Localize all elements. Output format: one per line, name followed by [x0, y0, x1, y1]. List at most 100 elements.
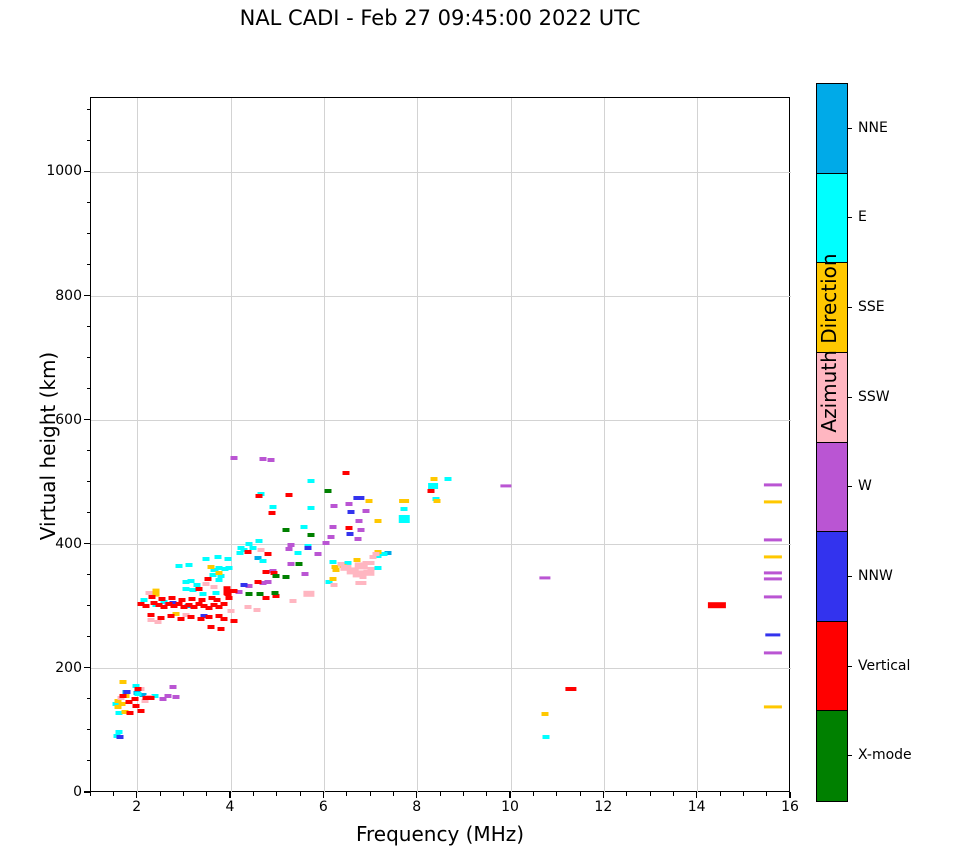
data-point — [209, 572, 217, 577]
data-point — [215, 570, 223, 575]
x-minor-tick — [626, 792, 628, 796]
data-point — [259, 580, 267, 585]
data-point — [433, 498, 441, 503]
data-point — [141, 699, 149, 704]
data-point — [215, 565, 223, 570]
data-point — [249, 545, 257, 550]
data-point — [182, 586, 190, 591]
data-point — [325, 580, 333, 585]
data-point — [188, 596, 196, 601]
data-point — [139, 692, 147, 697]
data-point — [200, 613, 208, 618]
data-point — [380, 552, 388, 557]
data-point — [213, 598, 221, 602]
y-minor-tick — [86, 450, 90, 452]
data-point — [224, 557, 232, 562]
data-point — [289, 598, 297, 603]
x-tick-label: 6 — [318, 799, 328, 815]
data-point — [210, 602, 218, 607]
data-point — [170, 603, 178, 608]
data-point — [565, 686, 577, 691]
data-point — [160, 604, 168, 609]
x-minor-tick — [579, 792, 581, 796]
x-gridline — [510, 98, 512, 793]
data-point — [200, 603, 208, 608]
data-point — [215, 614, 223, 619]
x-minor-tick — [486, 792, 488, 796]
x-minor-tick — [112, 792, 114, 796]
data-point — [332, 567, 340, 572]
data-point — [114, 704, 122, 709]
data-point — [430, 477, 438, 481]
data-point — [175, 601, 183, 606]
y-tick-label: 600 — [55, 411, 82, 428]
data-point — [541, 712, 549, 717]
data-point — [765, 633, 781, 637]
y-tick-mark — [84, 170, 90, 173]
data-point — [344, 560, 352, 565]
colorbar-segment — [817, 352, 847, 443]
x-minor-tick — [462, 792, 464, 796]
data-point — [202, 557, 210, 562]
data-point — [500, 484, 512, 488]
data-point — [190, 604, 198, 609]
colorbar-category-label: NNW — [858, 567, 893, 584]
data-point — [145, 590, 153, 595]
chart-title: NAL CADI - Feb 27 09:45:00 2022 UTC — [239, 6, 641, 30]
data-point — [165, 601, 173, 606]
data-point — [185, 602, 193, 607]
data-point — [329, 576, 337, 581]
data-point — [177, 616, 185, 621]
data-point — [355, 518, 363, 523]
data-point — [268, 510, 276, 515]
data-point — [347, 509, 355, 514]
data-point — [126, 710, 134, 715]
data-point — [294, 550, 302, 555]
data-point — [167, 614, 175, 619]
x-tick-mark — [322, 792, 324, 798]
x-minor-tick — [672, 792, 674, 796]
data-point — [367, 566, 375, 571]
y-gridline — [91, 420, 791, 422]
data-point — [282, 527, 290, 532]
data-point — [329, 559, 337, 564]
y-minor-tick — [86, 760, 90, 762]
y-tick-label: 1000 — [46, 163, 82, 180]
data-point — [307, 505, 315, 510]
data-point — [212, 590, 220, 595]
data-point — [147, 617, 155, 622]
data-point — [354, 562, 368, 570]
data-point — [353, 557, 361, 562]
data-point — [164, 694, 172, 699]
colorbar-category-label: Vertical — [858, 657, 911, 674]
data-point — [352, 570, 366, 578]
data-point — [539, 576, 551, 580]
y-tick-label: 800 — [55, 287, 82, 304]
data-point — [340, 564, 352, 571]
data-point — [172, 694, 180, 699]
data-point — [187, 614, 195, 619]
x-tick-mark — [696, 792, 698, 798]
data-point — [304, 545, 312, 550]
x-tick-label: 10 — [501, 799, 519, 815]
x-minor-tick — [742, 792, 744, 796]
data-point — [116, 735, 124, 740]
data-point — [428, 482, 438, 489]
x-minor-tick — [252, 792, 254, 796]
data-point — [118, 701, 126, 706]
data-point — [230, 588, 238, 593]
data-point — [220, 616, 228, 621]
data-point — [270, 570, 278, 575]
data-point — [178, 598, 186, 602]
y-minor-tick — [86, 512, 90, 514]
data-point — [369, 554, 377, 559]
data-point — [114, 699, 122, 704]
data-point — [210, 584, 218, 589]
x-minor-tick — [439, 792, 441, 796]
colorbar-tick — [847, 755, 852, 757]
data-point — [346, 531, 354, 536]
x-minor-tick — [556, 792, 558, 796]
data-point — [267, 458, 275, 463]
data-point — [215, 604, 223, 609]
y-tick-mark — [84, 419, 90, 421]
